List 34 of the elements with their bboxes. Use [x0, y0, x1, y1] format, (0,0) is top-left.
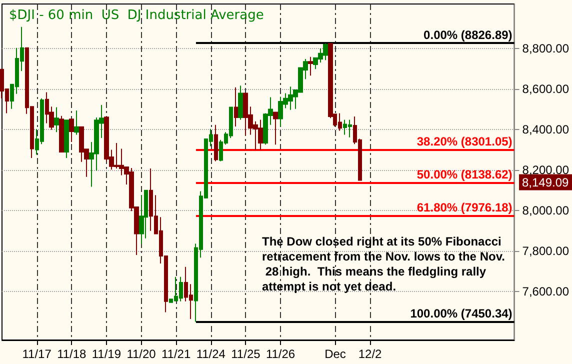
y-tick-label: 7,600.00: [522, 284, 570, 298]
y-tick-label: 8,400.00: [522, 122, 570, 136]
candlestick: [59, 115, 64, 152]
candlestick: [308, 56, 313, 76]
candlestick: [74, 110, 79, 136]
x-tick-label: 11/26: [266, 347, 296, 361]
candlestick: [64, 120, 69, 159]
y-tick-label: 8,600.00: [522, 82, 570, 96]
x-tick-label: 11/24: [196, 347, 226, 361]
x-tick-label: 11/25: [231, 347, 261, 361]
ref-line-label: 0.00% (8826.89): [424, 28, 512, 42]
ref-line-label: 50.00% (8138.62): [416, 167, 512, 182]
x-tick-label: 11/17: [22, 347, 52, 361]
chart-title: $DJI - 60 min US DJ Industrial Average: [9, 8, 264, 23]
x-tick-label: 11/20: [126, 347, 156, 361]
y-tick-label: 8,200.00: [522, 162, 570, 177]
ref-line-label: 61.80% (7976.18): [416, 200, 512, 214]
candlestick: [234, 86, 238, 127]
candlestick: [54, 106, 59, 133]
text: 8,149.09: [522, 175, 570, 190]
ref-line-label: 100.00% (7450.34): [410, 306, 512, 321]
candlestick: [273, 112, 278, 146]
candlestick: [238, 85, 243, 120]
x-tick-label: 12/2: [358, 347, 382, 361]
x-tick-label: 11/18: [57, 347, 87, 361]
y-tick-label: 8,000.00: [522, 203, 570, 218]
x-tick-label: 11/21: [162, 347, 191, 361]
ref-line-label: 38.20% (8301.05): [416, 134, 512, 149]
x-tick-label: Dec: [324, 347, 346, 361]
candlestick: [69, 118, 74, 143]
x-tick-label: 11/19: [92, 347, 122, 361]
y-tick-label: 7,800.00: [522, 244, 570, 258]
candlestick: [214, 124, 218, 162]
y-tick-label: 8,800.00: [522, 42, 570, 56]
